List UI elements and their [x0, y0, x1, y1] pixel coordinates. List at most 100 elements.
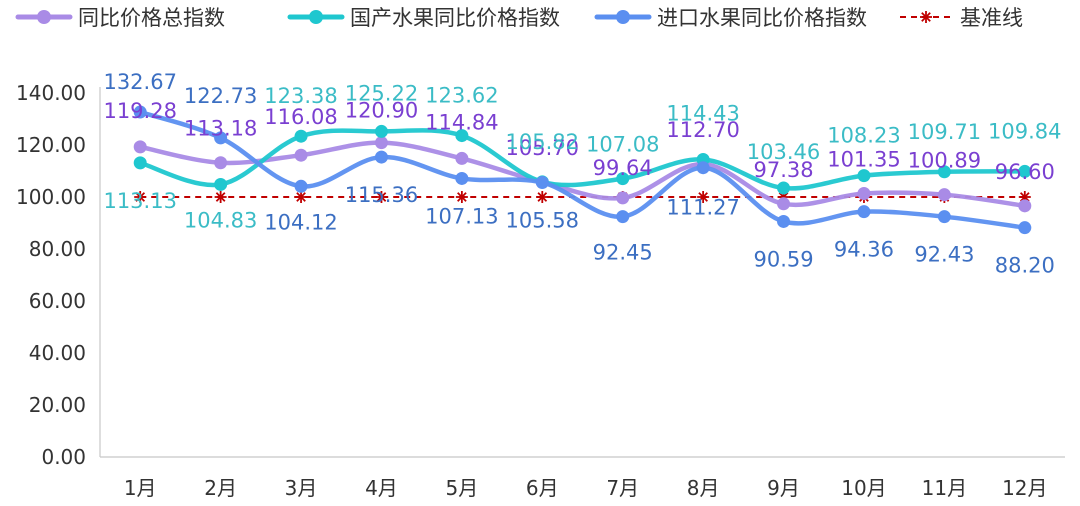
series-point [214, 131, 228, 145]
data-label: 123.38 [264, 84, 337, 108]
data-label: 114.84 [425, 110, 498, 134]
data-label: 108.23 [827, 124, 900, 148]
series-layer [133, 105, 1032, 235]
series-point [937, 188, 951, 202]
series-point [616, 210, 630, 224]
baseline-marker [134, 191, 147, 203]
x-tick-label: 4月 [365, 476, 398, 500]
series-point [777, 181, 791, 195]
y-tick-label: 40.00 [29, 341, 86, 365]
data-label: 105.70 [506, 136, 579, 160]
y-tick-label: 20.00 [29, 393, 86, 417]
data-label: 101.35 [827, 147, 900, 171]
legend-item: 基准线 [900, 6, 1023, 30]
y-tick-label: 100.00 [16, 185, 86, 209]
data-label: 132.67 [103, 70, 176, 94]
legend-item: 同比价格总指数 [15, 6, 225, 30]
series-point [133, 140, 147, 154]
series-point [857, 169, 871, 183]
data-label: 104.12 [264, 210, 337, 234]
data-label: 111.27 [666, 196, 739, 220]
data-label: 112.70 [666, 118, 739, 142]
series-point [214, 156, 228, 170]
legend-label: 基准线 [960, 6, 1023, 30]
series-point [133, 105, 147, 119]
x-tick-label: 10月 [841, 476, 886, 500]
x-tick-label: 12月 [1002, 476, 1047, 500]
baseline-marker [455, 191, 468, 203]
x-tick-label: 5月 [446, 476, 479, 500]
data-label: 113.13 [103, 189, 176, 213]
x-tick-label: 9月 [767, 476, 800, 500]
series-point [294, 148, 308, 162]
data-label: 107.13 [425, 204, 498, 228]
data-label: 120.90 [345, 99, 418, 123]
series-point [294, 179, 308, 193]
legend-marker [37, 10, 51, 24]
data-label: 113.18 [184, 117, 257, 141]
x-tick-label: 8月 [687, 476, 720, 500]
x-tick-label: 11月 [922, 476, 967, 500]
data-label: 125.22 [345, 81, 418, 105]
series-point [857, 186, 871, 200]
series-point [696, 161, 710, 175]
series-point [455, 151, 469, 165]
data-label: 115.36 [345, 183, 418, 207]
data-label: 105.82 [506, 130, 579, 154]
series-point [1018, 199, 1032, 213]
legend: 同比价格总指数 国产水果同比价格指数 进口水果同比价格指数 基准线 [15, 6, 1023, 30]
series-point [616, 191, 630, 205]
legend-label: 同比价格总指数 [78, 6, 225, 30]
series-point [857, 205, 871, 219]
series-point [1018, 221, 1032, 235]
x-tick-label: 3月 [285, 476, 318, 500]
series-point [937, 210, 951, 224]
y-axis: 0.00 20.00 40.00 60.00 80.00 100.00 120.00 140.… [16, 81, 101, 469]
series-point [214, 177, 228, 191]
x-axis: 1月 2月 3月 4月 5月 6月 7月 8月 9月 10月 11月 12月 [100, 456, 1065, 500]
series-point [294, 129, 308, 143]
series-point [455, 171, 469, 185]
baseline-marker [697, 191, 710, 203]
data-label: 116.08 [264, 105, 337, 129]
data-label: 119.28 [103, 99, 176, 123]
legend-marker [616, 10, 630, 24]
y-tick-label: 80.00 [29, 237, 86, 261]
series-point [777, 197, 791, 211]
labels-layer: 119.28 113.18 116.08 120.90 114.84 105.70 99.6… [103, 70, 1061, 278]
y-tick-label: 60.00 [29, 289, 86, 313]
data-label: 88.20 [995, 254, 1055, 278]
data-label: 114.43 [666, 101, 739, 125]
series-point [133, 156, 147, 170]
data-label: 103.46 [747, 140, 820, 164]
series-point [616, 172, 630, 186]
series-point [777, 214, 791, 228]
baseline-marker [214, 191, 227, 203]
data-label: 122.73 [184, 84, 257, 108]
y-tick-label: 0.00 [41, 445, 86, 469]
data-label: 104.83 [184, 208, 257, 232]
data-label: 92.43 [914, 243, 974, 267]
baseline-marker [375, 191, 388, 203]
data-label: 90.59 [753, 247, 813, 271]
data-label: 99.64 [593, 156, 653, 180]
series-point [1018, 164, 1032, 178]
data-label: 100.89 [908, 149, 981, 173]
data-label: 109.71 [908, 120, 981, 144]
data-label: 96.60 [995, 160, 1055, 184]
data-label: 123.62 [425, 84, 498, 108]
data-label: 94.36 [834, 238, 894, 262]
data-label: 97.38 [753, 158, 813, 182]
series-point [374, 136, 388, 150]
x-tick-label: 7月 [606, 476, 639, 500]
legend-item: 进口水果同比价格指数 [594, 6, 867, 30]
legend-label: 国产水果同比价格指数 [350, 6, 560, 30]
x-tick-label: 1月 [124, 476, 157, 500]
series-point [455, 129, 469, 143]
y-tick-label: 120.00 [16, 133, 86, 157]
series-point [374, 124, 388, 138]
y-tick-label: 140.00 [16, 81, 86, 105]
data-label: 109.84 [988, 119, 1061, 143]
data-label: 105.58 [506, 208, 579, 232]
